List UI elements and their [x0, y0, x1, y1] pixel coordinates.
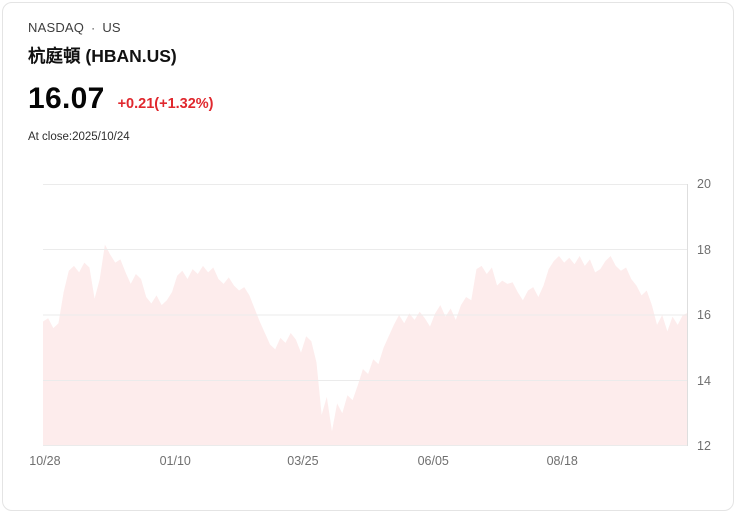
y-tick-label: 12: [697, 439, 711, 453]
close-time: At close:2025/10/24: [28, 131, 130, 143]
y-tick-label: 20: [697, 177, 711, 191]
price-change: +0.21(+1.32%): [117, 96, 214, 112]
x-tick-label: 03/25: [287, 454, 319, 468]
x-tick-label: 06/05: [417, 454, 449, 468]
y-tick-label: 18: [697, 242, 711, 257]
price-value: 16.07: [28, 82, 105, 115]
region-name: US: [102, 20, 121, 35]
x-tick-label: 01/10: [159, 454, 191, 468]
y-tick-label: 14: [697, 373, 711, 388]
exchange-name: NASDAQ: [28, 20, 85, 35]
chart-canvas[interactable]: [43, 184, 688, 446]
x-axis-labels: 10/28 01/10 03/25 06/05 08/18: [29, 446, 688, 472]
x-tick-label: 10/28: [29, 454, 61, 468]
price-row: 16.07 +0.21(+1.32%): [28, 82, 709, 116]
y-tick-label: 16: [697, 308, 711, 322]
stock-title: 杭庭頓 (HBAN.US): [28, 46, 177, 66]
separator-dot: ·: [91, 21, 96, 35]
y-axis-labels: 20 18 16 14 12: [688, 177, 732, 453]
exchange-label: NASDAQ · US: [28, 20, 709, 35]
x-tick-label: 08/18: [546, 454, 578, 468]
quote-header: NASDAQ · US 杭庭頓 (HBAN.US) 16.07 +0.21(+1.3…: [3, 3, 733, 143]
price-chart[interactable]: 20 18 16 14 12 10/28 01/10 03/25 06/05 08/18: [29, 177, 711, 468]
